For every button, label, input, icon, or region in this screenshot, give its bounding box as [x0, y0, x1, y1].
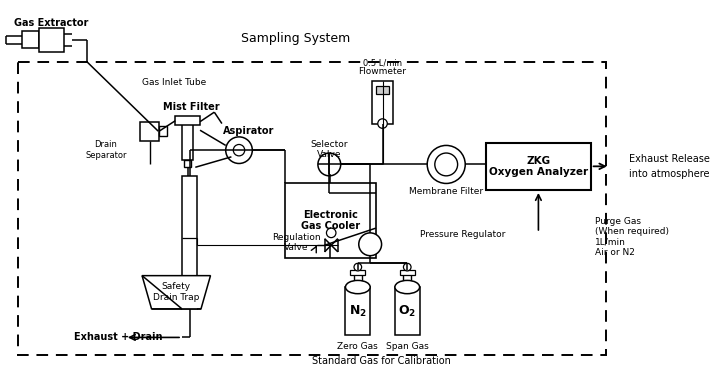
Bar — [22, 31, 40, 48]
Text: Selector
Valve: Selector Valve — [310, 139, 348, 159]
Text: into atmosphere: into atmosphere — [629, 169, 709, 179]
Circle shape — [427, 146, 465, 184]
Text: 0.5 L/min: 0.5 L/min — [363, 58, 402, 67]
Bar — [395, 287, 420, 334]
Text: Sampling System: Sampling System — [241, 31, 351, 45]
Polygon shape — [142, 276, 210, 309]
Text: Drain
Separator: Drain Separator — [85, 141, 127, 160]
Bar — [354, 274, 361, 287]
Bar — [182, 176, 197, 309]
Bar — [372, 81, 393, 124]
Bar — [140, 122, 159, 141]
Bar — [159, 126, 167, 136]
Text: Zero Gas: Zero Gas — [338, 343, 378, 351]
Bar — [346, 287, 370, 334]
Text: Aspirator: Aspirator — [222, 126, 274, 136]
Text: Gas Extractor: Gas Extractor — [14, 18, 88, 28]
Text: Span Gas: Span Gas — [386, 343, 428, 351]
Bar — [486, 142, 590, 190]
Bar — [284, 184, 376, 258]
Text: Electronic
Gas Cooler: Electronic Gas Cooler — [301, 210, 360, 231]
Bar — [40, 28, 64, 52]
Text: Pressure Regulator: Pressure Regulator — [420, 230, 505, 239]
Text: Flowmeter: Flowmeter — [359, 67, 407, 76]
Bar — [403, 274, 411, 287]
Circle shape — [359, 233, 382, 256]
Text: Standard Gas for Calibration: Standard Gas for Calibration — [312, 356, 451, 366]
Circle shape — [326, 228, 336, 238]
Bar — [19, 62, 606, 354]
Circle shape — [403, 263, 411, 271]
Circle shape — [354, 263, 361, 271]
Text: ZKG
Oxygen Analyzer: ZKG Oxygen Analyzer — [489, 156, 588, 177]
Text: Regulation
Valve: Regulation Valve — [271, 233, 320, 252]
Text: Membrane Filter: Membrane Filter — [409, 187, 483, 197]
Circle shape — [378, 119, 387, 128]
Bar — [376, 86, 390, 94]
Ellipse shape — [395, 280, 420, 294]
Circle shape — [435, 153, 458, 176]
Bar — [400, 270, 415, 275]
Bar — [182, 122, 194, 160]
Bar — [350, 270, 366, 275]
Text: Exhaust + Drain: Exhaust + Drain — [73, 333, 162, 343]
Text: Mist Filter: Mist Filter — [163, 103, 220, 113]
Text: $\mathregular{N_2}$: $\mathregular{N_2}$ — [349, 304, 366, 319]
Text: Purge Gas
(When required)
1L/min
Air or N2: Purge Gas (When required) 1L/min Air or … — [595, 217, 670, 257]
Text: Safety
Drain Trap: Safety Drain Trap — [153, 282, 199, 301]
Circle shape — [233, 144, 245, 156]
Text: Exhaust Release: Exhaust Release — [629, 154, 710, 164]
Bar — [176, 116, 200, 126]
Circle shape — [318, 153, 341, 176]
Bar — [184, 160, 192, 167]
Text: Gas Inlet Tube: Gas Inlet Tube — [142, 78, 207, 87]
Circle shape — [225, 137, 252, 164]
Text: $\mathregular{O_2}$: $\mathregular{O_2}$ — [398, 304, 416, 319]
Ellipse shape — [346, 280, 370, 294]
